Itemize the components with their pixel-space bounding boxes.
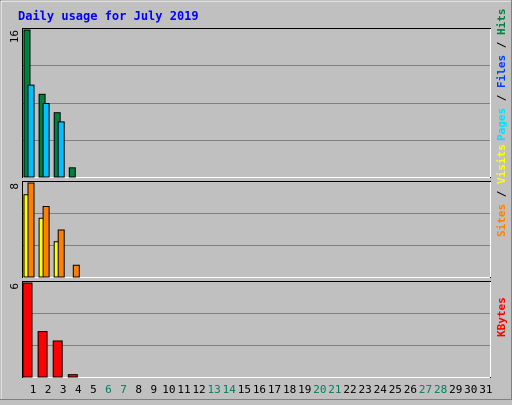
x-tick-label-day-5: 5 (90, 383, 97, 396)
hits-panel-bar-hits-day-4 (68, 167, 76, 178)
x-tick-label-day-11: 11 (177, 383, 190, 396)
visits-panel-bar-sites-day-1 (27, 182, 35, 278)
x-tick-label-day-22: 22 (343, 383, 356, 396)
x-tick-label-day-24: 24 (374, 383, 388, 396)
x-tick-label-day-19: 19 (298, 383, 311, 396)
kbytes-panel-bar-kbytes-day-2 (37, 331, 48, 378)
visits-panel-legend-part: Sites (495, 204, 508, 237)
hits-panel-side-legend: Pages / Files / Hits (495, 9, 508, 142)
kbytes-panel-bar-kbytes-day-3 (52, 340, 63, 378)
visits-panel-bar-sites-day-2 (42, 206, 50, 278)
x-tick-label-day-12: 12 (192, 383, 205, 396)
hits-panel-legend-part: / (495, 88, 508, 108)
hits-panel-legend-part: / (495, 35, 508, 55)
visits-panel-ymax-label: 8 (8, 183, 21, 190)
hits-panel-legend-part: Pages (495, 108, 508, 141)
x-tick-label-day-20: 20 (313, 383, 326, 396)
x-tick-label-day-2: 2 (45, 383, 52, 396)
x-tick-label-day-21: 21 (328, 383, 341, 396)
visits-panel-bar-sites-day-4 (72, 264, 80, 278)
hits-panel-legend-part: Files (495, 55, 508, 88)
x-tick-label-day-16: 16 (253, 383, 266, 396)
x-tick-label-day-18: 18 (283, 383, 296, 396)
chart-title: Daily usage for July 2019 (18, 9, 199, 23)
x-tick-label-day-23: 23 (359, 383, 372, 396)
x-tick-label-day-25: 25 (389, 383, 402, 396)
x-tick-label-day-3: 3 (60, 383, 67, 396)
x-tick-label-day-10: 10 (162, 383, 175, 396)
x-tick-label-day-14: 14 (223, 383, 237, 396)
x-tick-label-day-6: 6 (105, 383, 112, 396)
x-tick-label-day-4: 4 (75, 383, 82, 396)
x-tick-label-day-17: 17 (268, 383, 281, 396)
x-tick-label-day-13: 13 (208, 383, 221, 396)
kbytes-panel-side-legend: KBytes (495, 297, 508, 337)
visits-panel-legend-part: / (495, 184, 508, 204)
hits-panel-bar-files-day-2 (42, 103, 50, 178)
x-tick-label-day-9: 9 (150, 383, 157, 396)
x-tick-label-day-8: 8 (135, 383, 142, 396)
kbytes-panel-ymax-label: 6 (8, 283, 21, 290)
x-tick-label-day-26: 26 (404, 383, 417, 396)
hits-panel-ymax-label: 16 (8, 30, 21, 43)
visits-panel-frame (22, 181, 491, 278)
x-tick-label-day-15: 15 (238, 383, 251, 396)
x-tick-label-day-1: 1 (30, 383, 37, 396)
x-tick-label-day-27: 27 (419, 383, 432, 396)
x-tick-label-day-29: 29 (449, 383, 462, 396)
kbytes-panel-legend-part: KBytes (495, 297, 508, 337)
x-tick-label-day-28: 28 (434, 383, 447, 396)
visits-panel-side-legend: Sites / Visits (495, 144, 508, 237)
hits-panel-legend-part: Hits (495, 9, 508, 36)
kbytes-panel-bar-kbytes-day-1 (22, 282, 33, 378)
hits-panel-bar-files-day-3 (57, 121, 65, 178)
visits-panel-legend-part: Visits (495, 144, 508, 184)
x-tick-label-day-31: 31 (479, 383, 492, 396)
x-tick-label-day-30: 30 (464, 383, 477, 396)
kbytes-panel-bar-kbytes-day-4 (67, 374, 78, 378)
kbytes-panel-frame (22, 281, 491, 378)
visits-panel-bar-sites-day-3 (57, 229, 65, 278)
x-tick-label-day-7: 7 (120, 383, 127, 396)
hits-panel-bar-files-day-1 (27, 84, 35, 178)
